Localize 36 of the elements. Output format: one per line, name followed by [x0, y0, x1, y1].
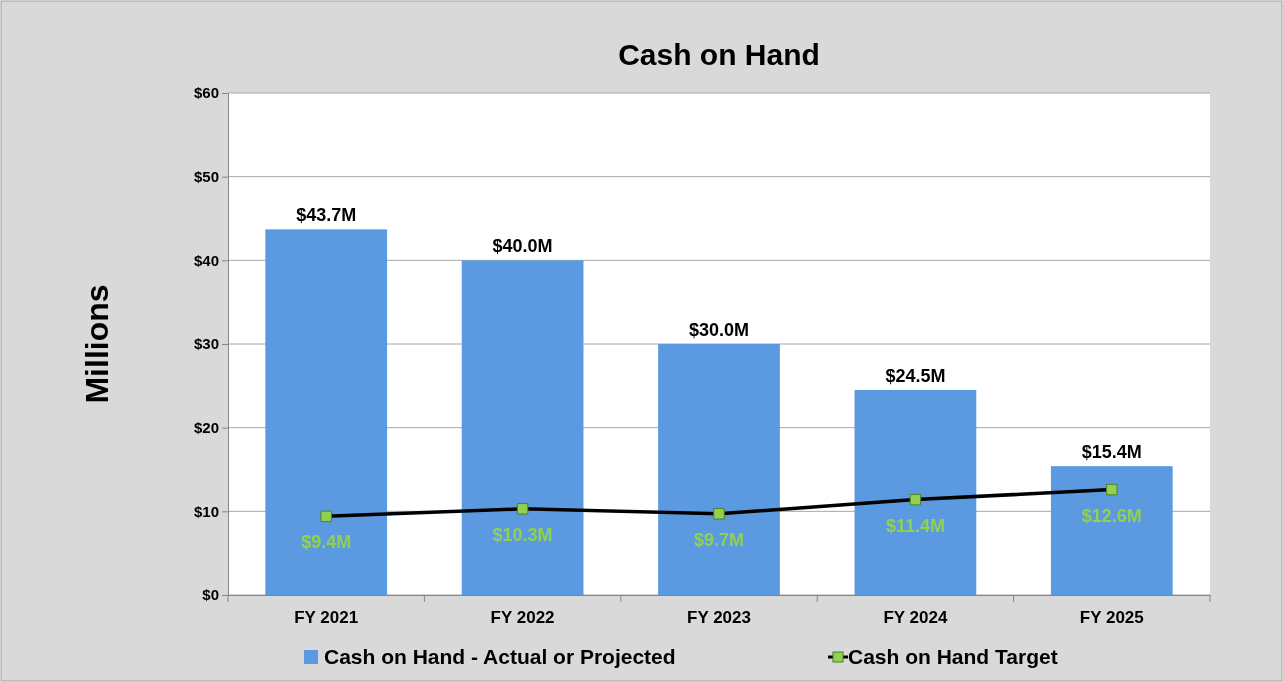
y-tick-label: $60	[193, 84, 219, 102]
legend-label: Cash on Hand Target	[848, 645, 1058, 668]
data-label: $9.7M	[693, 529, 745, 550]
y-tick-label: $50	[193, 167, 219, 185]
data-label: $12.6M	[1081, 505, 1142, 526]
y-axis-title: Millions	[79, 284, 115, 404]
bar	[265, 229, 388, 595]
data-label: $24.5M	[885, 366, 946, 387]
bar	[658, 344, 780, 595]
data-label: $15.4M	[1081, 442, 1142, 463]
y-tick-label: $10	[193, 502, 219, 520]
legend-label: Cash on Hand - Actual or Projected	[324, 645, 676, 668]
point	[1106, 483, 1118, 496]
y-tick-label: $30	[193, 335, 219, 353]
bar	[1050, 466, 1173, 595]
point	[516, 503, 529, 515]
x-tick-label: FY 2024	[883, 608, 948, 628]
data-label: $30.0M	[688, 320, 750, 340]
bar	[461, 260, 584, 595]
data-label: $43.7M	[296, 205, 357, 226]
x-tick-label: FY 2022	[490, 608, 555, 628]
bar	[854, 390, 977, 595]
x-tick-label: FY 2023	[687, 608, 751, 628]
data-label: $40.0M	[492, 236, 553, 257]
point	[713, 508, 725, 520]
data-label: $10.3M	[492, 524, 553, 545]
y-tick-label: $20	[193, 418, 219, 436]
data-label: $9.4M	[301, 532, 352, 553]
point	[320, 510, 332, 523]
data-label: $11.4M	[885, 515, 945, 536]
y-tick-label: $0	[202, 586, 219, 604]
point	[909, 493, 922, 506]
x-tick-label: FY 2025	[1079, 608, 1144, 628]
y-tick-label: $40	[193, 251, 219, 269]
x-tick-label: FY 2021	[294, 608, 359, 628]
chart-title: Cash on Hand	[618, 38, 820, 71]
